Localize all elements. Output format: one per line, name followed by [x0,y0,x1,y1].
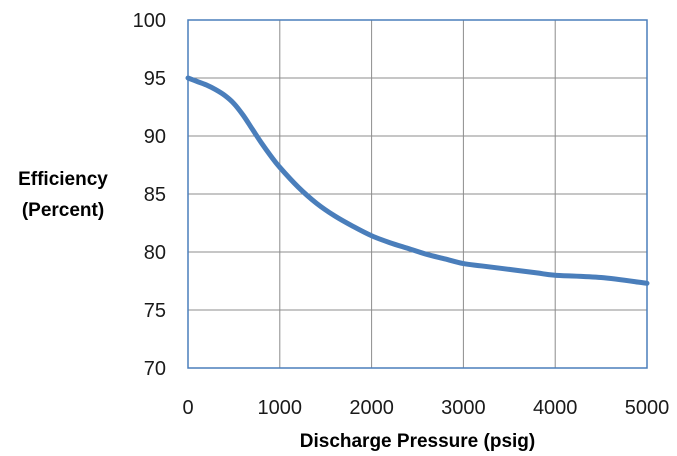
y-tick-label: 75 [144,300,166,322]
x-tick-labels: 0 1000 2000 3000 4000 5000 [182,397,669,419]
x-tick-label: 0 [182,397,193,419]
x-tick-label: 4000 [533,397,578,419]
y-axis-title-line-1: Efficiency [18,169,108,190]
x-axis-title: Discharge Pressure (psig) [300,431,535,452]
x-tick-label: 1000 [258,397,303,419]
efficiency-line [185,75,650,286]
y-tick-label: 70 [144,358,166,380]
y-tick-label: 100 [133,10,166,32]
plot-area-frame [187,19,648,369]
y-tick-label: 85 [144,184,166,206]
grid-lines [187,19,648,369]
series-layer [185,75,650,286]
y-tick-label: 90 [144,126,166,148]
x-tick-label: 3000 [441,397,486,419]
x-tick-label: 5000 [625,397,670,419]
y-axis-title-line-2: (Percent) [22,200,104,221]
y-tick-label: 80 [144,242,166,264]
y-tick-label: 95 [144,68,166,90]
y-tick-labels: 70 75 80 85 90 95 100 [133,10,166,380]
x-tick-label: 2000 [349,397,394,419]
